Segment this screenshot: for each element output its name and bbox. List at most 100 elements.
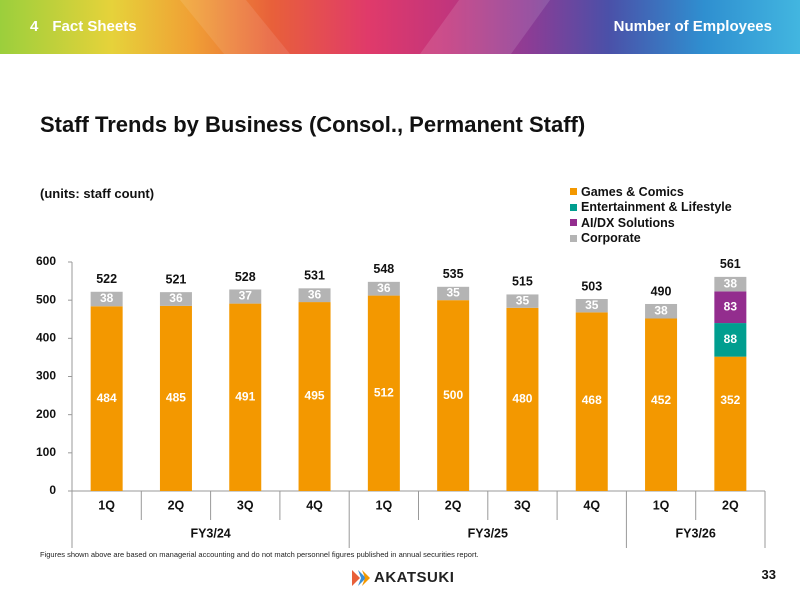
bar-games: [298, 302, 331, 491]
y-tick-label: 400: [36, 331, 56, 345]
chart-legend: Games & Comics Entertainment & Lifestyle…: [570, 184, 732, 246]
label-corporate: 36: [169, 291, 183, 305]
total-label: 561: [720, 257, 741, 271]
legend-swatch-corporate: [570, 234, 577, 242]
slide-title: Staff Trends by Business (Consol., Perma…: [40, 112, 586, 137]
logo-text: AKATSUKI: [374, 569, 455, 586]
bar-corporate: [229, 289, 262, 304]
legend-item-aidx: AI/DX Solutions: [570, 215, 732, 231]
bar-games: [159, 305, 192, 491]
total-label: 521: [166, 272, 187, 286]
bar-corporate: [437, 286, 470, 301]
bar-corporate: [575, 299, 608, 313]
y-tick-label: 0: [49, 483, 56, 497]
bar-games: [714, 356, 747, 491]
bar-games: [229, 303, 262, 491]
legend-swatch-games: [570, 188, 577, 196]
label-corporate: 38: [654, 303, 668, 317]
x-tick-label: 3Q: [514, 498, 531, 512]
legend-label-entertainment: Entertainment & Lifestyle: [581, 200, 732, 215]
label-games: 480: [512, 392, 532, 406]
total-label: 548: [373, 262, 394, 276]
label-entertainment: 88: [724, 332, 738, 346]
x-tick-label: 1Q: [376, 498, 393, 512]
y-tick-label: 600: [36, 254, 56, 268]
bar-aidx: [714, 291, 747, 324]
bar-games: [90, 306, 123, 491]
units-label: (units: staff count): [40, 186, 155, 201]
label-aidx: 83: [724, 299, 738, 313]
label-corporate: 38: [100, 291, 114, 305]
bar-games: [367, 295, 400, 491]
section-heading: 4 Fact Sheets: [30, 18, 137, 35]
section-number: 4: [30, 18, 39, 35]
footnote: Figures shown above are based on manager…: [40, 550, 479, 559]
legend-label-corporate: Corporate: [581, 231, 641, 246]
x-tick-label: 1Q: [653, 498, 670, 512]
company-logo: AKATSUKI: [352, 569, 454, 586]
legend-label-aidx: AI/DX Solutions: [581, 215, 675, 230]
label-games: 512: [374, 385, 394, 399]
bar-corporate: [298, 288, 331, 303]
y-tick-label: 500: [36, 292, 56, 306]
label-corporate: 36: [308, 287, 322, 301]
y-tick-label: 200: [36, 407, 56, 421]
x-tick-label: 2Q: [445, 498, 462, 512]
x-tick-label: 2Q: [168, 498, 185, 512]
legend-label-games: Games & Comics: [581, 184, 684, 199]
bar-corporate: [367, 281, 400, 296]
topic-title: Number of Employees: [613, 18, 772, 35]
bar-corporate: [90, 291, 123, 307]
bar-corporate: [506, 294, 539, 308]
label-games: 484: [97, 391, 117, 405]
total-label: 490: [651, 284, 672, 298]
bar-games: [575, 312, 608, 491]
group-label: FY3/25: [468, 526, 508, 540]
bar-entertainment: [714, 323, 747, 357]
bar-corporate: [159, 292, 192, 306]
bar-games: [645, 318, 678, 491]
legend-item-corporate: Corporate: [570, 231, 732, 247]
label-games: 352: [720, 393, 740, 407]
legend-swatch-aidx: [570, 219, 577, 227]
header-banner: [0, 0, 800, 54]
label-games: 491: [235, 389, 255, 403]
x-tick-label: 2Q: [722, 498, 739, 512]
total-label: 522: [96, 272, 117, 286]
page-number: 33: [761, 567, 776, 582]
label-corporate: 35: [446, 286, 460, 300]
label-games: 495: [305, 389, 325, 403]
label-corporate: 35: [585, 298, 599, 312]
x-tick-label: 4Q: [306, 498, 323, 512]
label-games: 452: [651, 393, 671, 407]
total-label: 515: [512, 275, 533, 289]
bar-games: [506, 307, 539, 491]
akatsuki-logo-icon: [352, 569, 370, 586]
label-corporate: 37: [239, 289, 253, 303]
label-corporate: 36: [377, 281, 391, 295]
total-label: 535: [443, 267, 464, 281]
section-title: Fact Sheets: [52, 18, 137, 35]
bar-corporate: [714, 276, 747, 292]
group-label: FY3/24: [190, 526, 230, 540]
x-tick-label: 3Q: [237, 498, 254, 512]
group-label: FY3/26: [676, 526, 716, 540]
y-tick-label: 100: [36, 445, 56, 459]
label-games: 468: [582, 393, 602, 407]
label-corporate: 38: [724, 276, 738, 290]
x-tick-label: 1Q: [98, 498, 115, 512]
bar-games: [437, 300, 470, 491]
total-label: 528: [235, 270, 256, 284]
total-label: 503: [581, 279, 602, 293]
legend-item-games: Games & Comics: [570, 184, 732, 200]
y-tick-label: 300: [36, 369, 56, 383]
total-label: 531: [304, 269, 325, 283]
label-games: 500: [443, 388, 463, 402]
legend-swatch-entertainment: [570, 203, 577, 211]
bar-corporate: [645, 303, 678, 319]
label-corporate: 35: [516, 293, 530, 307]
label-games: 485: [166, 391, 186, 405]
legend-item-entertainment: Entertainment & Lifestyle: [570, 200, 732, 216]
x-tick-label: 4Q: [583, 498, 600, 512]
